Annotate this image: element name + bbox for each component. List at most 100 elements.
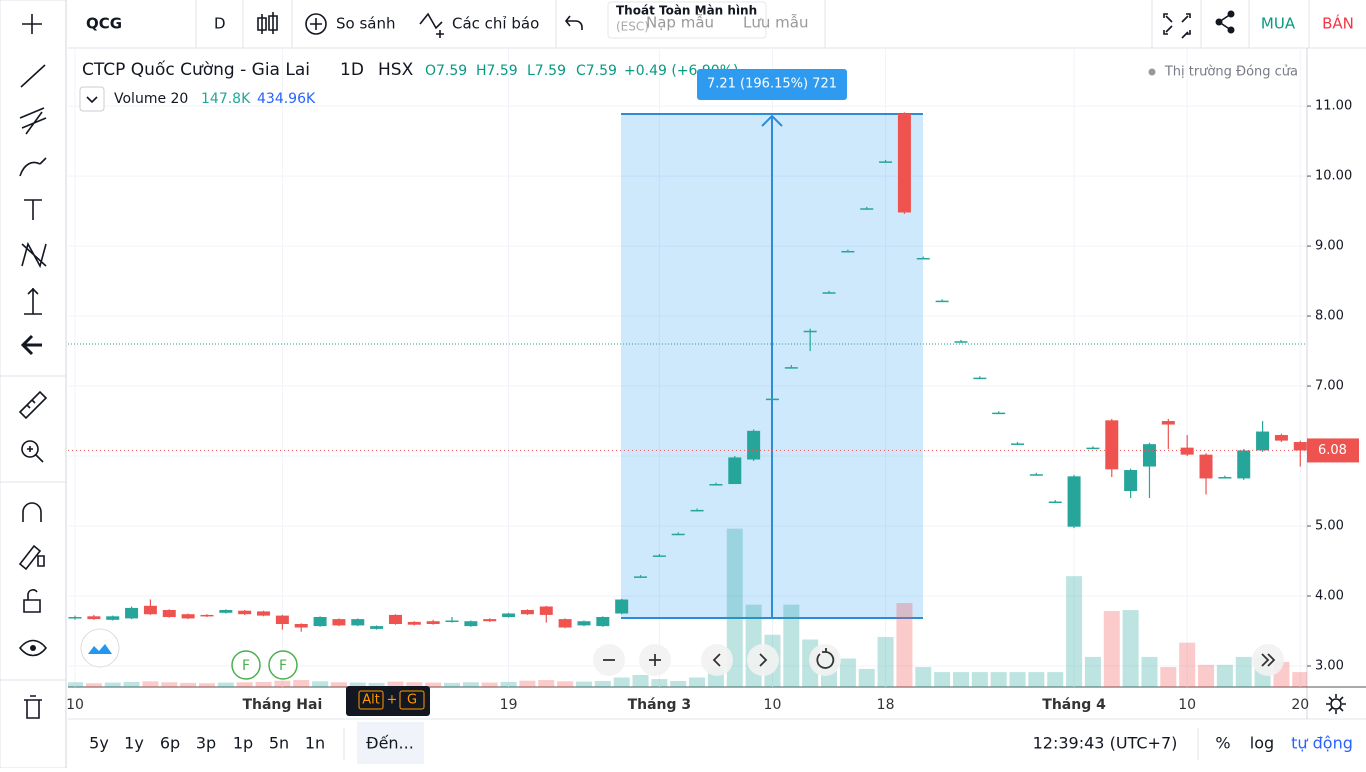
range-button[interactable]: 1n bbox=[305, 734, 325, 753]
volume-bar bbox=[274, 680, 291, 687]
candle-body bbox=[596, 617, 610, 627]
sell-button[interactable]: BÁN bbox=[1322, 14, 1354, 33]
visibility-tool[interactable] bbox=[30, 645, 36, 651]
nav-icon[interactable] bbox=[759, 653, 768, 667]
compare-icon[interactable] bbox=[310, 18, 322, 30]
volume-bar bbox=[217, 682, 234, 687]
brush-tool[interactable] bbox=[19, 157, 47, 177]
volume-bar bbox=[349, 682, 366, 687]
volume-bar bbox=[858, 668, 875, 687]
measure-tool[interactable] bbox=[24, 287, 42, 315]
settings-button[interactable] bbox=[1330, 698, 1342, 710]
share-button[interactable] bbox=[1227, 10, 1235, 18]
indicators-button[interactable]: Các chỉ báo bbox=[452, 15, 539, 33]
auto-toggle[interactable]: tự động bbox=[1291, 734, 1353, 753]
pattern-tool[interactable] bbox=[21, 241, 47, 269]
range-button[interactable]: 6p bbox=[160, 734, 180, 753]
event-marker[interactable] bbox=[231, 650, 261, 680]
range-button[interactable]: 5y bbox=[89, 734, 109, 753]
line-tool[interactable] bbox=[20, 64, 46, 88]
percent-toggle[interactable]: % bbox=[1215, 734, 1230, 753]
collapse-button[interactable] bbox=[79, 86, 105, 112]
candle-body bbox=[1029, 474, 1043, 476]
x-tick-label: Tháng Hai bbox=[242, 697, 322, 713]
goto-button[interactable]: Đến... bbox=[366, 734, 414, 753]
lock-draw-tool[interactable] bbox=[18, 544, 45, 571]
range-button[interactable]: 1y bbox=[124, 734, 144, 753]
volume-bar bbox=[915, 667, 932, 687]
range-button[interactable]: 1p bbox=[233, 734, 253, 753]
goto-bg[interactable] bbox=[357, 722, 424, 764]
back-tool[interactable] bbox=[20, 334, 42, 356]
save-template[interactable]: Lưu mẫu bbox=[743, 14, 808, 32]
delete-tool[interactable] bbox=[24, 695, 42, 719]
top-toolbar: QCG D So sánh Các chỉ báo Thoát Toàn Màn… bbox=[86, 0, 1354, 48]
volume-bar bbox=[839, 658, 856, 687]
nav-button[interactable] bbox=[747, 644, 779, 676]
candle-body bbox=[671, 533, 685, 536]
event-label[interactable]: F bbox=[242, 658, 250, 674]
legend-title: CTCP Quốc Cường - Gia Lai bbox=[82, 59, 310, 80]
status-dot bbox=[1148, 68, 1156, 76]
share-button[interactable] bbox=[1227, 26, 1235, 34]
fullscreen-hint: Thoát Toàn Màn hình bbox=[616, 4, 757, 18]
legend-exchange: HSX bbox=[378, 60, 414, 80]
x-tick-label: 10 bbox=[1178, 697, 1196, 713]
fib-tool[interactable] bbox=[19, 107, 47, 135]
nav-button[interactable] bbox=[809, 644, 841, 676]
nav-icon[interactable] bbox=[816, 648, 835, 669]
magnet-tool[interactable] bbox=[22, 502, 42, 522]
event-marker[interactable] bbox=[268, 650, 298, 680]
candle-body bbox=[1142, 444, 1156, 467]
shortcut-key: + bbox=[387, 693, 398, 708]
candle-body bbox=[1048, 501, 1062, 504]
range-button[interactable]: 5n bbox=[269, 734, 289, 753]
candle-body bbox=[634, 576, 648, 578]
volume-bar bbox=[1122, 610, 1139, 687]
candle-body bbox=[539, 606, 553, 615]
candle-body bbox=[652, 555, 666, 557]
chart-type-button[interactable] bbox=[257, 12, 278, 34]
measure-lines bbox=[621, 113, 923, 619]
tool-icons[interactable] bbox=[0, 14, 66, 719]
volume-value: 147.8K bbox=[201, 91, 251, 107]
nav-icon[interactable] bbox=[712, 653, 721, 667]
visibility-tool[interactable] bbox=[18, 639, 48, 657]
collapse-icon[interactable] bbox=[86, 96, 98, 104]
volume-bar bbox=[123, 681, 140, 687]
nav-icon[interactable] bbox=[1261, 653, 1276, 667]
volume-ma-value: 434.96K bbox=[257, 91, 316, 107]
ruler-tool[interactable] bbox=[18, 390, 48, 420]
indicators-icon[interactable] bbox=[419, 12, 444, 38]
nav-button[interactable] bbox=[701, 644, 733, 676]
candle-body bbox=[483, 619, 497, 622]
range-button[interactable]: 3p bbox=[196, 734, 216, 753]
crosshair-tool[interactable] bbox=[22, 14, 42, 34]
text-tool[interactable] bbox=[24, 199, 42, 220]
candle-body bbox=[1011, 443, 1025, 445]
fullscreen-button[interactable] bbox=[1163, 13, 1191, 39]
share-button[interactable] bbox=[1215, 18, 1223, 26]
zoom-tool[interactable] bbox=[27, 446, 44, 463]
settings-button[interactable] bbox=[1326, 694, 1346, 714]
candle-body bbox=[1067, 476, 1081, 527]
logo bbox=[80, 628, 120, 668]
compare-icon[interactable] bbox=[305, 13, 327, 35]
interval[interactable]: D bbox=[214, 15, 226, 33]
zoom-tool[interactable] bbox=[21, 440, 39, 458]
unlock-tool[interactable] bbox=[23, 589, 41, 613]
compare-button[interactable]: So sánh bbox=[336, 15, 396, 33]
buy-button[interactable]: MUA bbox=[1261, 15, 1296, 33]
load-template[interactable]: Nạp mẫu bbox=[646, 14, 714, 32]
undo-button[interactable] bbox=[564, 15, 583, 30]
candle-body bbox=[68, 617, 82, 619]
y-tick-label: 10.00 bbox=[1315, 169, 1352, 184]
volume-bar bbox=[330, 682, 347, 687]
volume-bar bbox=[1292, 672, 1307, 687]
symbol[interactable]: QCG bbox=[86, 15, 122, 33]
log-toggle[interactable]: log bbox=[1250, 734, 1274, 753]
volume-bar bbox=[594, 680, 611, 687]
nav-icon[interactable] bbox=[649, 654, 661, 666]
event-label[interactable]: F bbox=[279, 658, 287, 674]
